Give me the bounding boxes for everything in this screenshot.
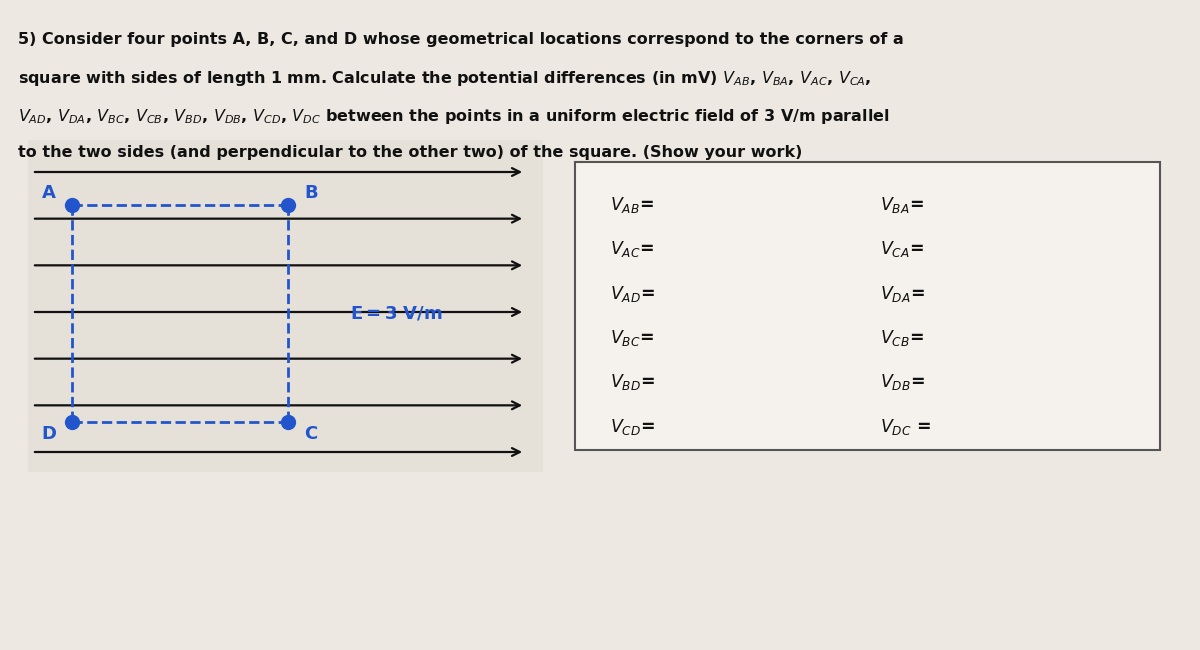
Text: B: B [304, 184, 318, 202]
Point [278, 417, 298, 427]
Text: D: D [41, 425, 56, 443]
Text: $V_{BA}$=: $V_{BA}$= [880, 195, 924, 215]
Text: to the two sides (and perpendicular to the other two) of the square. (Show your : to the two sides (and perpendicular to t… [18, 144, 803, 159]
Text: C: C [304, 425, 317, 443]
Text: $V_{DC}$ =: $V_{DC}$ = [880, 417, 931, 437]
Text: $V_{AD}$, $V_{DA}$, $V_{BC}$, $V_{CB}$, $V_{BD}$, $V_{DB}$, $V_{CD}$, $V_{DC}$ b: $V_{AD}$, $V_{DA}$, $V_{BC}$, $V_{CB}$, … [18, 107, 889, 126]
Bar [28, 140, 542, 472]
Text: $V_{CB}$=: $V_{CB}$= [880, 328, 924, 348]
Bar [575, 162, 1160, 450]
Text: A: A [42, 184, 56, 202]
Text: $V_{CA}$=: $V_{CA}$= [880, 239, 924, 259]
Point [278, 200, 298, 210]
Text: $V_{BD}$=: $V_{BD}$= [610, 372, 655, 392]
Text: $V_{AC}$=: $V_{AC}$= [610, 239, 654, 259]
Text: 5) Consider four points A, B, C, and D whose geometrical locations correspond to: 5) Consider four points A, B, C, and D w… [18, 32, 904, 47]
Text: $V_{AB}$=: $V_{AB}$= [610, 195, 654, 215]
Text: square with sides of length 1 mm. Calculate the potential differences (in mV) $V: square with sides of length 1 mm. Calcul… [18, 70, 871, 88]
Text: $V_{DA}$=: $V_{DA}$= [880, 283, 925, 304]
Text: $V_{DB}$=: $V_{DB}$= [880, 372, 925, 392]
Point [62, 417, 82, 427]
Text: $V_{AD}$=: $V_{AD}$= [610, 283, 655, 304]
Text: $\mathbf{E = 3\ V/m}$: $\mathbf{E = 3\ V/m}$ [350, 304, 443, 322]
Point [62, 200, 82, 210]
Text: $V_{CD}$=: $V_{CD}$= [610, 417, 655, 437]
Text: $V_{BC}$=: $V_{BC}$= [610, 328, 654, 348]
